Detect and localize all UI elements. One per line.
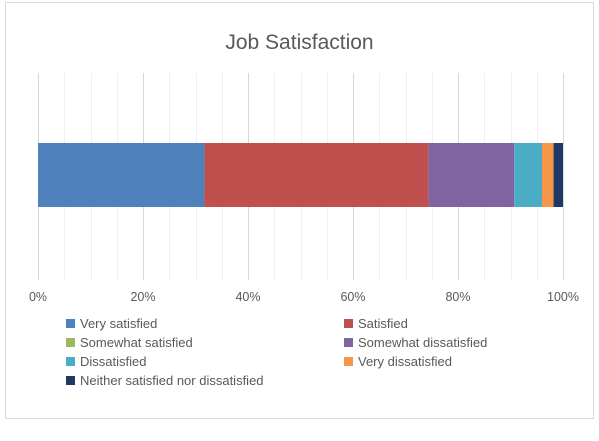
- legend-label: Very dissatisfied: [358, 354, 452, 369]
- x-tick-label: 0%: [29, 290, 47, 304]
- legend-item: Somewhat satisfied: [66, 335, 193, 350]
- bar-segments: [38, 143, 563, 207]
- x-tick-label: 40%: [235, 290, 260, 304]
- x-tick-label: 60%: [340, 290, 365, 304]
- legend-label: Very satisfied: [80, 316, 158, 331]
- bar-segment-somewhat-dissatisfied: [428, 143, 515, 207]
- x-axis-ticks: 0% 20% 40% 60% 80% 100%: [29, 290, 579, 304]
- bar-segment-neither-satisfied-nor-dissatisfied: [553, 143, 563, 207]
- x-tick-label: 80%: [445, 290, 470, 304]
- chart-frame: [5, 2, 594, 419]
- x-tick-label: 20%: [130, 290, 155, 304]
- legend-swatch: [66, 338, 75, 347]
- legend-item: Very dissatisfied: [344, 354, 452, 369]
- x-tick-label: 100%: [547, 290, 579, 304]
- legend-swatch: [344, 338, 353, 347]
- bar-segment-satisfied: [204, 143, 429, 207]
- legend-swatch: [66, 357, 75, 366]
- bar-segment-very-dissatisfied: [542, 143, 554, 207]
- bar-segment-dissatisfied: [514, 143, 542, 207]
- legend-item: Satisfied: [344, 316, 408, 331]
- legend-item: Somewhat dissatisfied: [344, 335, 487, 350]
- chart-title: Job Satisfaction: [225, 31, 374, 54]
- legend-item: Neither satisfied nor dissatisfied: [66, 373, 264, 388]
- legend-label: Somewhat satisfied: [80, 335, 193, 350]
- legend-swatch: [66, 376, 75, 385]
- legend-label: Somewhat dissatisfied: [358, 335, 488, 350]
- legend-label: Neither satisfied nor dissatisfied: [80, 373, 264, 388]
- bar-segment-very-satisfied: [38, 143, 205, 207]
- legend-item: Dissatisfied: [66, 354, 146, 369]
- legend-item: Very satisfied: [66, 316, 157, 331]
- legend-label: Dissatisfied: [80, 354, 147, 369]
- legend-swatch: [344, 319, 353, 328]
- legend-swatch: [344, 357, 353, 366]
- legend-label: Satisfied: [358, 316, 408, 331]
- legend-swatch: [66, 319, 75, 328]
